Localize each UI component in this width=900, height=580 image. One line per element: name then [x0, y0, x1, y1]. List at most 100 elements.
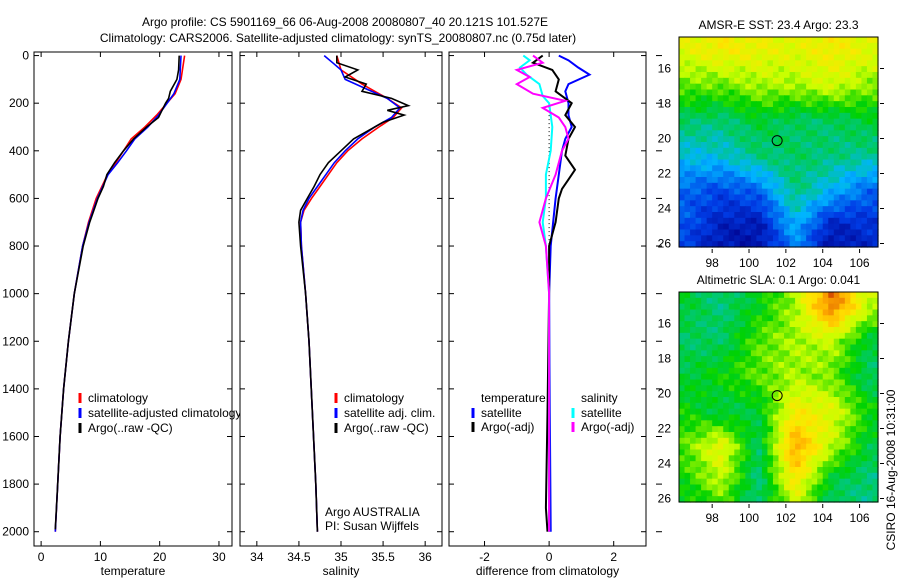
heatmap-cell: [817, 472, 824, 480]
heatmap-cell: [833, 171, 840, 178]
heatmap-cell: [784, 455, 791, 462]
heatmap-cell: [690, 461, 697, 468]
heatmap-cell: [866, 344, 874, 351]
heatmap-cell: [690, 118, 697, 126]
heatmap-cell: [844, 89, 851, 96]
heatmap-cell: [828, 89, 835, 96]
heatmap-cell: [789, 136, 796, 143]
heatmap-cell: [684, 136, 691, 143]
heatmap-cell: [723, 212, 730, 219]
heatmap-cell: [817, 327, 824, 334]
heatmap-cell: [817, 153, 824, 161]
series-line-salinity-argo-adj-: [514, 54, 570, 532]
heatmap-cell: [679, 455, 686, 462]
heatmap-cell: [706, 130, 713, 137]
heatmap-cell: [833, 455, 840, 462]
heatmap-cell: [761, 95, 769, 102]
heatmap-cell: [778, 321, 785, 328]
heatmap-cell: [839, 292, 846, 299]
heatmap-cell: [690, 443, 697, 451]
heatmap-cell: [739, 297, 746, 305]
heatmap-cell: [679, 136, 686, 143]
heatmap-cell: [828, 321, 835, 328]
heatmap-cell: [822, 83, 829, 91]
heatmap-cell: [861, 490, 868, 497]
heatmap-cell: [822, 229, 829, 236]
heatmap-cell: [833, 194, 840, 201]
heatmap-cell: [784, 42, 791, 50]
heatmap-cell: [839, 72, 846, 79]
heatmap-cell: [839, 461, 846, 468]
heatmap-cell: [833, 391, 840, 398]
heatmap-cell: [706, 142, 713, 149]
heatmap-cell: [772, 414, 780, 421]
heatmap-cell: [756, 461, 763, 468]
heatmap-cell: [861, 72, 868, 79]
heatmap-cell: [872, 177, 879, 184]
heatmap-cell: [734, 373, 741, 381]
heatmap-cell: [712, 200, 719, 207]
heatmap-cell: [712, 118, 719, 126]
heatmap-cell: [866, 107, 874, 114]
heatmap-cell: [739, 385, 746, 392]
heatmap-cell: [839, 177, 846, 184]
heatmap-cell: [723, 60, 730, 67]
heatmap-cell: [811, 408, 818, 416]
heatmap-cell: [806, 484, 813, 491]
heatmap-cell: [723, 177, 730, 184]
heatmap-cell: [728, 327, 735, 334]
heatmap-cell: [695, 402, 702, 410]
heatmap-cell: [701, 212, 708, 219]
x-axis-label: salinity: [323, 564, 360, 578]
heatmap-cell: [679, 432, 686, 439]
heatmap-cell: [828, 217, 835, 225]
heatmap-cell: [811, 60, 818, 67]
heatmap-cell: [784, 77, 791, 85]
heatmap-cell: [728, 223, 735, 231]
heatmap-cell: [684, 397, 691, 404]
heatmap-cell: [756, 496, 763, 503]
heatmap-cell: [695, 217, 702, 225]
heatmap-cell: [822, 60, 829, 67]
heatmap-cell: [679, 367, 686, 375]
heatmap-cell: [795, 212, 802, 219]
heatmap-cell: [784, 478, 791, 486]
heatmap-cell: [784, 344, 791, 351]
heatmap-cell: [806, 142, 813, 149]
heatmap-cell: [679, 449, 686, 456]
heatmap-cell: [872, 165, 879, 172]
heatmap-cell: [844, 373, 851, 381]
heatmap-cell: [861, 303, 868, 311]
heatmap-cell: [728, 478, 735, 486]
heatmap-cell: [728, 66, 735, 73]
heatmap-cell: [690, 241, 697, 248]
heatmap-cell: [833, 241, 840, 248]
heatmap-cell: [817, 48, 824, 56]
heatmap-cell: [745, 327, 752, 334]
heatmap-cell: [855, 182, 863, 190]
heatmap-cell: [811, 303, 818, 311]
heatmap-cell: [866, 147, 874, 155]
heatmap-cell: [750, 356, 757, 363]
heatmap-cell: [806, 37, 813, 44]
heatmap-cell: [695, 408, 702, 416]
heatmap-cell: [690, 379, 697, 386]
heatmap-cell: [717, 95, 724, 102]
heatmap-cell: [800, 212, 807, 219]
heatmap-cell: [772, 101, 780, 108]
heatmap-cell: [800, 147, 807, 155]
heatmap-cell: [844, 72, 851, 79]
heatmap-cell: [712, 217, 719, 225]
heatmap-cell: [844, 484, 851, 491]
heatmap-cell: [789, 124, 796, 131]
heatmap-cell: [679, 391, 686, 398]
heatmap-cell: [855, 309, 863, 316]
heatmap-cell: [767, 54, 774, 61]
heatmap-cell: [739, 321, 746, 328]
heatmap-cell: [684, 241, 691, 248]
heatmap-cell: [833, 217, 840, 225]
heatmap-cell: [850, 229, 857, 236]
heatmap-cell: [745, 130, 752, 137]
heatmap-cell: [795, 292, 802, 299]
heatmap-cell: [767, 397, 774, 404]
